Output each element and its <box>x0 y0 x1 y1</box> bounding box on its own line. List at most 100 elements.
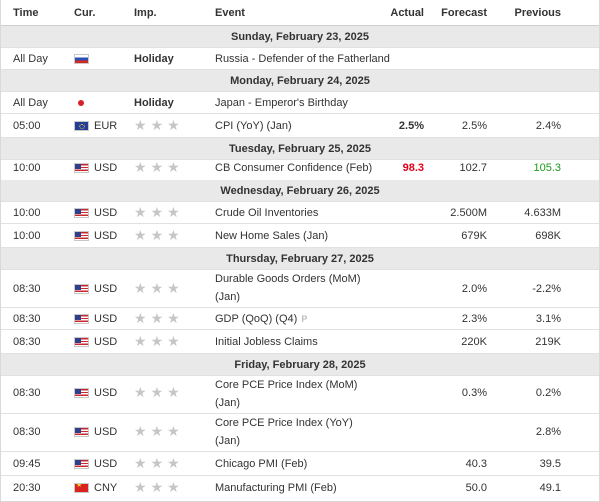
event-name[interactable]: Initial Jobless Claims <box>215 336 318 348</box>
event-time: 05:00 <box>13 120 41 132</box>
table-row[interactable]: 09:45 USD ★ ★ ★ Chicago PMI (Feb) 40.3 39.… <box>1 452 599 476</box>
event-time: 09:45 <box>13 458 41 470</box>
event-name[interactable]: Japan - Emperor's Birthday <box>215 97 348 109</box>
star-icon: ★ <box>150 455 164 471</box>
event-name[interactable]: Core PCE Price Index (YoY) (Jan) <box>215 414 395 450</box>
col-currency[interactable]: Cur. <box>74 7 96 19</box>
col-forecast[interactable]: Forecast <box>441 7 487 19</box>
table-row[interactable]: All Day Holiday Russia - Defender of the… <box>1 48 599 83</box>
importance-stars: ★ ★ ★ <box>134 117 184 134</box>
table-row[interactable]: 05:00 EUR ★ ★ ★ CPI (YoY) (Jan) 2.5% 2.5% … <box>1 114 599 138</box>
table-row[interactable]: 08:30 USD ★ ★ ★ GDP (QoQ) (Q4) P 2.3% 3.1% <box>1 308 599 330</box>
star-icon: ★ <box>150 479 164 495</box>
importance-stars: ★ ★ ★ <box>134 227 184 244</box>
event-name[interactable]: CB Consumer Confidence (Feb) <box>215 162 373 174</box>
date-header: Wednesday, February 26, 2025 <box>1 180 599 202</box>
event-time: All Day <box>13 53 48 65</box>
col-event[interactable]: Event <box>215 7 245 19</box>
event-time: 08:30 <box>13 426 41 438</box>
table-row[interactable]: 10:00 USD ★ ★ ★ CB Consumer Confidence (Fe… <box>1 159 599 184</box>
star-icon: ★ <box>167 479 180 495</box>
star-icon: ★ <box>150 333 164 349</box>
event-name[interactable]: New Home Sales (Jan) <box>215 230 329 242</box>
col-importance[interactable]: Imp. <box>134 7 157 19</box>
star-icon: ★ <box>134 117 147 133</box>
date-header: Thursday, February 27, 2025 <box>1 248 599 270</box>
event-name[interactable]: Durable Goods Orders (MoM) (Jan) <box>215 270 395 306</box>
forecast-value: 220K <box>461 336 487 348</box>
star-icon: ★ <box>167 310 180 326</box>
event-name[interactable]: CPI (YoY) (Jan) <box>215 120 292 132</box>
event-time: 08:30 <box>13 387 41 399</box>
star-icon: ★ <box>134 333 147 349</box>
us-flag-icon <box>74 208 89 218</box>
star-icon: ★ <box>134 423 147 439</box>
table-row[interactable]: 08:30 USD ★ ★ ★ Core PCE Price Index (MoM)… <box>1 376 599 414</box>
us-flag-icon <box>74 337 89 347</box>
star-icon: ★ <box>134 280 147 296</box>
event-time: 08:30 <box>13 283 41 295</box>
event-time: 10:00 <box>13 162 41 174</box>
event-time: All Day <box>13 97 48 109</box>
date-header: Tuesday, February 25, 2025 <box>1 138 599 160</box>
star-icon: ★ <box>167 384 180 400</box>
importance-stars: ★ ★ ★ <box>134 479 184 496</box>
actual-value: 2.5% <box>398 120 424 132</box>
forecast-value: 40.3 <box>465 458 487 470</box>
russia-flag-icon <box>74 54 89 64</box>
us-flag-icon <box>74 314 89 324</box>
table-header: Time Cur. Imp. Event Actual Forecast Pre… <box>1 0 599 26</box>
importance-stars: ★ ★ ★ <box>134 280 184 297</box>
col-actual[interactable]: Actual <box>390 7 424 19</box>
china-flag-icon <box>74 483 89 493</box>
importance-stars: ★ ★ ★ <box>134 333 184 350</box>
event-currency: USD <box>94 283 118 295</box>
event-currency: USD <box>94 162 118 174</box>
event-name[interactable]: Core PCE Price Index (MoM) (Jan) <box>215 376 395 412</box>
us-flag-icon <box>74 388 89 398</box>
star-icon: ★ <box>150 384 164 400</box>
event-name[interactable]: GDP (QoQ) (Q4) P <box>215 310 395 328</box>
preliminary-badge: P <box>301 314 308 324</box>
event-currency: USD <box>94 336 118 348</box>
event-name-line1: Core PCE Price Index (YoY) <box>215 417 353 429</box>
table-row[interactable]: 20:30 CNY ★★★ Manufacturing PMI (Feb) 50… <box>1 476 599 502</box>
table-row[interactable]: 08:30 USD ★ ★ ★ Initial Jobless Claims 220… <box>1 330 599 354</box>
table-row[interactable]: 10:00 USD ★ ★ ★ Crude Oil Inventories 2.50… <box>1 202 599 224</box>
event-name[interactable]: Chicago PMI (Feb) <box>215 458 308 470</box>
star-icon: ★ <box>150 227 164 243</box>
forecast-value: 0.3% <box>461 387 487 399</box>
star-icon: ★ <box>150 423 164 439</box>
table-row[interactable]: All Day Holiday Japan - Emperor's Birthd… <box>1 92 599 114</box>
forecast-value: 679K <box>461 230 487 242</box>
star-icon: ★ <box>134 455 147 471</box>
star-icon: ★ <box>134 204 147 220</box>
col-time[interactable]: Time <box>13 7 39 19</box>
importance-stars: ★ ★ ★ <box>134 455 184 472</box>
forecast-value: 2.0% <box>461 283 487 295</box>
forecast-value: 2.3% <box>461 313 487 325</box>
event-currency: USD <box>94 458 118 470</box>
table-row[interactable]: 08:30 USD ★ ★ ★ Durable Goods Orders (MoM)… <box>1 270 599 308</box>
star-icon: ★ <box>134 159 147 175</box>
table-row[interactable]: 10:00 USD ★ ★ ★ New Home Sales (Jan) 679K … <box>1 224 599 248</box>
previous-value: 39.5 <box>539 458 561 470</box>
event-name[interactable]: Crude Oil Inventories <box>215 207 319 219</box>
event-time: 08:30 <box>13 336 41 348</box>
col-previous[interactable]: Previous <box>514 7 561 19</box>
us-flag-icon <box>74 284 89 294</box>
event-currency: USD <box>94 426 118 438</box>
table-row[interactable]: 08:30 USD ★ ★ ★ Core PCE Price Index (YoY)… <box>1 414 599 452</box>
importance-stars: ★ ★ ★ <box>134 204 184 221</box>
event-name-line2: (Jan) <box>215 397 241 409</box>
actual-value: 98.3 <box>402 162 424 174</box>
star-icon: ★ <box>150 117 164 133</box>
previous-value: 2.4% <box>535 120 561 132</box>
previous-value: 3.1% <box>535 313 561 325</box>
event-name-line2: (Jan) <box>215 291 241 303</box>
star-icon: ★ <box>167 455 180 471</box>
event-name-line1: Durable Goods Orders (MoM) <box>215 273 361 285</box>
date-header: Monday, February 24, 2025 <box>1 70 599 92</box>
event-name[interactable]: Manufacturing PMI (Feb) <box>215 482 337 494</box>
star-icon: ★ <box>167 333 180 349</box>
